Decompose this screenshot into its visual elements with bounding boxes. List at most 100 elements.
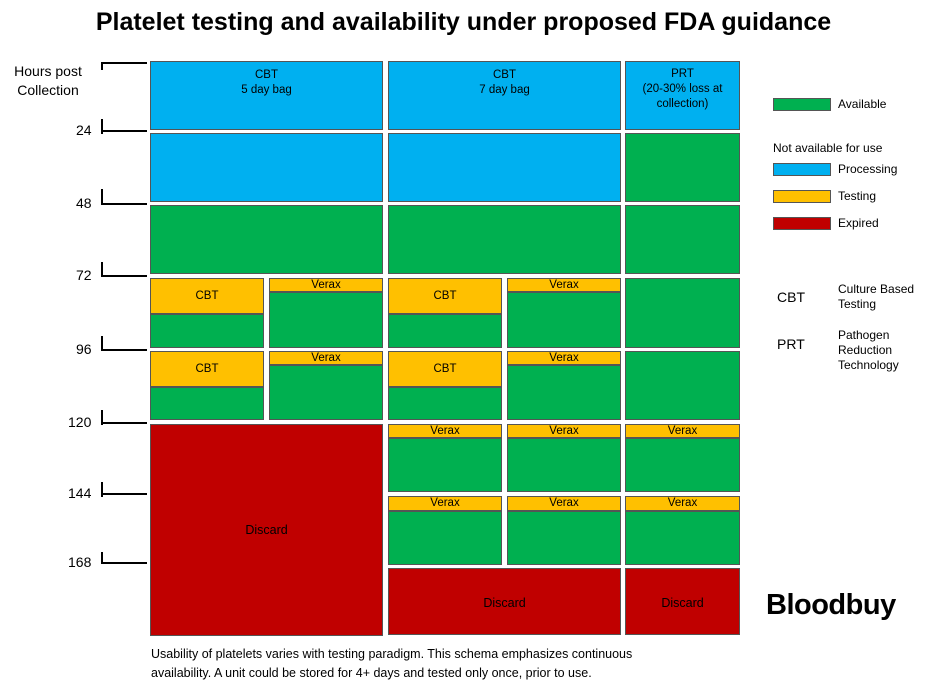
cbt7-verax-available-96 xyxy=(507,365,621,420)
cbt5-verax-available-96 xyxy=(269,365,383,420)
abbr-prt-description: Pathogen Reduction Technology xyxy=(838,328,899,373)
cbt7-verax-b-testing-144: Verax xyxy=(507,496,621,511)
tick-line-96 xyxy=(101,349,147,351)
prt-available-96-120 xyxy=(625,351,740,420)
tick-line-120 xyxy=(101,422,147,424)
tick-label-96: 96 xyxy=(76,341,92,357)
tick-line-0 xyxy=(101,62,147,64)
legend-not-available-heading: Not available for use xyxy=(773,141,883,155)
prt-processing-header: PRT (20-30% loss at collection) xyxy=(625,61,740,130)
abbr-prt: PRT xyxy=(777,336,805,352)
cbt7-cbt-available-96 xyxy=(388,387,502,420)
cbt5-discard-label: Discard xyxy=(245,523,288,537)
cbt7-cbt-testing-96: CBT xyxy=(388,351,502,387)
tick-line-72 xyxy=(101,275,147,277)
prt-verax-label-144: Verax xyxy=(667,497,698,509)
prt-available-48-72 xyxy=(625,205,740,274)
cbt7-verax-b-available-120 xyxy=(507,438,621,492)
cbt7-cbt-testing-72: CBT xyxy=(388,278,502,314)
cbt7-verax-label-96: Verax xyxy=(549,352,579,364)
abbr-prt-desc-line2: Reduction xyxy=(838,343,893,357)
abbr-cbt-desc-line2: Testing xyxy=(838,297,877,311)
legend-expired-swatch xyxy=(773,217,831,230)
axis-segment-0 xyxy=(101,62,103,70)
legend-available-swatch xyxy=(773,98,831,111)
cbt5-cbt-testing-96: CBT xyxy=(150,351,264,387)
cbt7-verax-a-label-144: Verax xyxy=(430,497,460,509)
cbt7-verax-b-label-120: Verax xyxy=(549,425,579,437)
prt-header-line1: PRT xyxy=(671,68,694,80)
cbt5-cbt-label-96: CBT xyxy=(195,363,219,375)
prt-verax-available-120 xyxy=(625,438,740,492)
abbr-prt-desc-line1: Pathogen xyxy=(838,328,890,342)
cbt7-processing-header: CBT 7 day bag xyxy=(388,61,621,130)
prt-verax-testing-144: Verax xyxy=(625,496,740,511)
legend-processing-label: Processing xyxy=(838,162,898,176)
legend-processing-swatch xyxy=(773,163,831,176)
cbt7-verax-testing-72: Verax xyxy=(507,278,621,292)
axis-segment-4 xyxy=(101,336,103,351)
footnote-line2: availability. A unit could be stored for… xyxy=(151,666,592,680)
legend-testing-swatch xyxy=(773,190,831,203)
axis-segment-7 xyxy=(101,552,103,564)
cbt7-verax-a-available-120 xyxy=(388,438,502,492)
cbt5-verax-testing-72: Verax xyxy=(269,278,383,292)
cbt5-available-48-72 xyxy=(150,205,383,274)
prt-discard: Discard xyxy=(625,568,740,635)
axis-segment-5 xyxy=(101,410,103,425)
abbr-cbt-desc-line1: Culture Based xyxy=(838,282,915,296)
tick-line-24 xyxy=(101,130,147,132)
cbt7-header-line2: 7 day bag xyxy=(479,84,530,96)
prt-verax-label-120: Verax xyxy=(667,425,698,437)
cbt7-verax-testing-96: Verax xyxy=(507,351,621,365)
cbt7-verax-a-label-120: Verax xyxy=(430,425,460,437)
cbt7-verax-a-testing-120: Verax xyxy=(388,424,502,438)
cbt5-verax-label-96: Verax xyxy=(311,352,341,364)
cbt7-verax-available-72 xyxy=(507,292,621,348)
prt-available-24-48 xyxy=(625,133,740,202)
cbt7-discard: Discard xyxy=(388,568,621,635)
footnote: Usability of platelets varies with testi… xyxy=(151,645,632,683)
y-axis-label-line1: Hours post xyxy=(14,63,82,79)
cbt5-verax-available-72 xyxy=(269,292,383,348)
tick-label-24: 24 xyxy=(76,122,92,138)
footnote-line1: Usability of platelets varies with testi… xyxy=(151,647,633,661)
cbt7-verax-a-available-144 xyxy=(388,511,502,565)
y-axis-label: Hours post Collection xyxy=(6,62,90,100)
prt-header-line2: (20-30% loss at xyxy=(642,83,723,95)
cbt7-discard-label: Discard xyxy=(483,596,526,610)
prt-header-line3: collection) xyxy=(656,98,709,110)
cbt5-cbt-available-72 xyxy=(150,314,264,348)
abbr-prt-desc-line3: Technology xyxy=(838,358,899,372)
tick-label-120: 120 xyxy=(68,414,92,430)
axis-segment-2 xyxy=(101,189,103,205)
cbt7-available-48-72 xyxy=(388,205,621,274)
tick-label-168: 168 xyxy=(68,554,92,570)
cbt5-verax-testing-96: Verax xyxy=(269,351,383,365)
cbt7-header-line1: CBT xyxy=(493,69,516,81)
prt-available-72-96 xyxy=(625,278,740,348)
cbt7-verax-b-label-144: Verax xyxy=(549,497,579,509)
axis-segment-3 xyxy=(101,262,103,277)
prt-verax-available-144 xyxy=(625,511,740,565)
cbt5-verax-label-72: Verax xyxy=(311,279,341,291)
cbt5-cbt-testing-72: CBT xyxy=(150,278,264,314)
y-axis-label-line2: Collection xyxy=(17,82,79,98)
page-title: Platelet testing and availability under … xyxy=(95,8,832,36)
axis-segment-6 xyxy=(101,482,103,497)
cbt7-verax-label-72: Verax xyxy=(549,279,579,291)
cbt7-processing-24-48 xyxy=(388,133,621,202)
cbt7-cbt-label-96: CBT xyxy=(433,363,457,375)
tick-label-72: 72 xyxy=(76,267,92,283)
cbt7-cbt-label-72: CBT xyxy=(433,290,457,302)
cbt7-verax-a-testing-144: Verax xyxy=(388,496,502,511)
tick-line-168 xyxy=(101,562,147,564)
legend-available-label: Available xyxy=(838,97,887,111)
abbr-cbt-description: Culture Based Testing xyxy=(838,282,914,312)
tick-label-144: 144 xyxy=(68,485,92,501)
cbt7-verax-b-testing-120: Verax xyxy=(507,424,621,438)
axis-segment-1 xyxy=(101,119,103,134)
cbt5-header-line2: 5 day bag xyxy=(241,84,292,96)
prt-discard-label: Discard xyxy=(661,596,704,610)
prt-verax-testing-120: Verax xyxy=(625,424,740,438)
